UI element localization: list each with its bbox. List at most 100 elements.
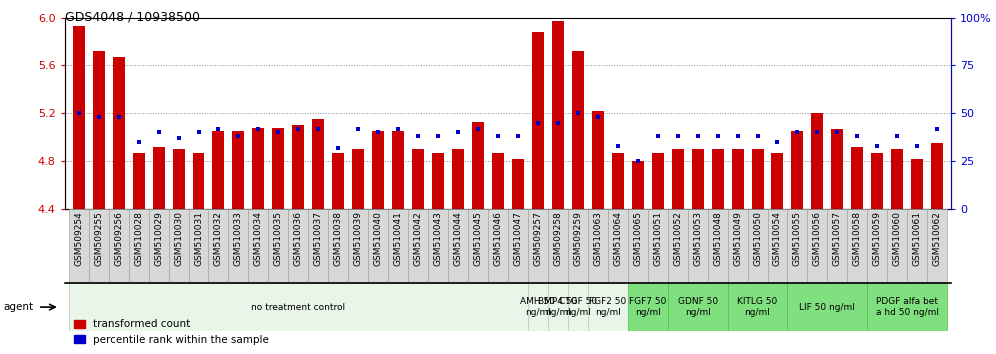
Text: GSM510045: GSM510045 [473, 211, 482, 266]
Bar [388, 209, 408, 283]
Text: GSM510040: GSM510040 [374, 211, 382, 266]
Point [629, 158, 645, 164]
Point [790, 130, 806, 135]
Bar [667, 209, 687, 283]
Text: GSM509256: GSM509256 [115, 211, 124, 266]
Point [850, 133, 866, 139]
Point [610, 143, 625, 149]
Point [550, 120, 566, 126]
Bar [627, 283, 667, 331]
Bar [168, 209, 188, 283]
Text: GSM509254: GSM509254 [75, 211, 84, 266]
Point [909, 143, 925, 149]
Bar [412, 149, 424, 209]
Bar [212, 131, 224, 209]
Bar [172, 149, 184, 209]
Bar [188, 209, 208, 283]
Bar [508, 209, 528, 283]
Text: GSM510051: GSM510051 [653, 211, 662, 266]
Bar [852, 147, 864, 209]
Point [371, 130, 386, 135]
Bar [931, 143, 943, 209]
Bar [568, 209, 588, 283]
Text: GSM510060: GSM510060 [892, 211, 901, 266]
Text: GSM510042: GSM510042 [413, 211, 422, 266]
Bar [69, 283, 528, 331]
Point [170, 135, 186, 141]
Text: GSM510035: GSM510035 [274, 211, 283, 266]
Text: PDGF alfa bet
a hd 50 ng/ml: PDGF alfa bet a hd 50 ng/ml [875, 297, 939, 317]
Text: GSM510032: GSM510032 [214, 211, 223, 266]
Text: BMP4 50
ng/ml: BMP4 50 ng/ml [538, 297, 578, 317]
Text: GSM510031: GSM510031 [194, 211, 203, 266]
Bar [373, 131, 384, 209]
Bar [408, 209, 428, 283]
Bar [369, 209, 388, 283]
Bar [891, 149, 903, 209]
Point [91, 114, 107, 120]
Bar [732, 149, 744, 209]
Point [430, 133, 446, 139]
Text: GSM510065: GSM510065 [633, 211, 642, 266]
Bar [448, 209, 468, 283]
Text: GSM510039: GSM510039 [354, 211, 363, 266]
Legend: transformed count, percentile rank within the sample: transformed count, percentile rank withi… [70, 315, 273, 349]
Bar [927, 209, 947, 283]
Point [649, 133, 665, 139]
Point [830, 130, 846, 135]
Text: GSM510043: GSM510043 [433, 211, 442, 266]
Point [770, 139, 786, 145]
Bar [691, 149, 703, 209]
Text: GSM510029: GSM510029 [154, 211, 163, 266]
Text: GDNF 50
ng/ml: GDNF 50 ng/ml [677, 297, 718, 317]
Bar [492, 153, 504, 209]
Text: GSM510044: GSM510044 [453, 211, 462, 266]
Bar [808, 209, 828, 283]
Text: AMH 50
ng/ml: AMH 50 ng/ml [520, 297, 556, 317]
Bar [812, 113, 824, 209]
Text: CTGF 50
ng/ml: CTGF 50 ng/ml [559, 297, 597, 317]
Text: GSM510036: GSM510036 [294, 211, 303, 266]
Bar [608, 209, 627, 283]
Text: GSM510050: GSM510050 [753, 211, 762, 266]
Point [270, 130, 286, 135]
Bar [532, 32, 544, 209]
Text: GSM510028: GSM510028 [134, 211, 143, 266]
Point [390, 126, 406, 131]
Bar [707, 209, 727, 283]
Text: FGF7 50
ng/ml: FGF7 50 ng/ml [629, 297, 666, 317]
Point [450, 130, 466, 135]
Bar [711, 149, 723, 209]
Bar [252, 128, 264, 209]
Text: GSM510059: GSM510059 [872, 211, 881, 266]
Point [530, 120, 546, 126]
Text: GSM509255: GSM509255 [95, 211, 104, 266]
Text: GSM510046: GSM510046 [493, 211, 502, 266]
Bar [452, 149, 464, 209]
Text: GSM510034: GSM510034 [254, 211, 263, 266]
Bar [349, 209, 369, 283]
Point [291, 126, 307, 131]
Bar [631, 161, 643, 209]
Text: GSM510038: GSM510038 [334, 211, 343, 266]
Bar [552, 21, 564, 209]
Point [150, 130, 166, 135]
Text: GSM510058: GSM510058 [853, 211, 862, 266]
Bar [73, 26, 85, 209]
Bar [132, 153, 144, 209]
Point [750, 133, 766, 139]
Text: GSM510055: GSM510055 [793, 211, 802, 266]
Bar [772, 153, 784, 209]
Text: GSM510052: GSM510052 [673, 211, 682, 266]
Bar [148, 209, 168, 283]
Bar [472, 122, 484, 209]
Bar [268, 209, 289, 283]
Text: GSM510037: GSM510037 [314, 211, 323, 266]
Point [590, 114, 606, 120]
Bar [428, 209, 448, 283]
Bar [392, 131, 404, 209]
Point [709, 133, 725, 139]
Point [570, 110, 586, 116]
Bar [208, 209, 228, 283]
Point [689, 133, 705, 139]
